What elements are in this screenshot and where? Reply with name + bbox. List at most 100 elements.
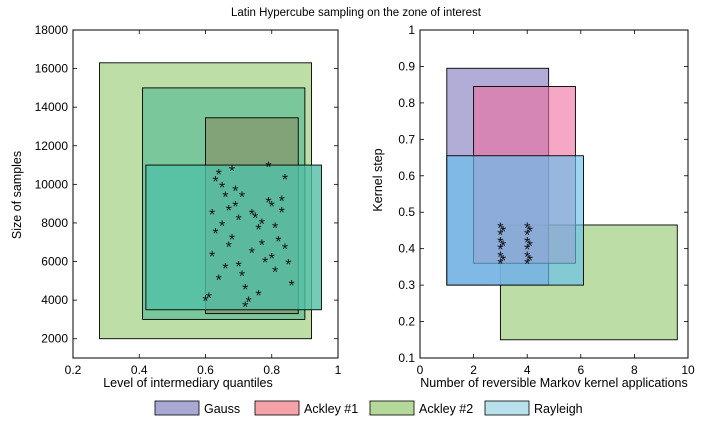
right-sample-point: * (527, 224, 533, 241)
legend-label-gauss: Gauss (204, 402, 240, 416)
left-yticks: 2000 4000 6000 8000 10000 12000 14000 16000 1800… (35, 23, 338, 346)
left-sample-point: * (216, 272, 222, 289)
left-sample-point: * (259, 216, 265, 233)
legend: Gauss Ackley #1 Ackley #2 Rayleigh (154, 400, 583, 416)
left-sample-point: * (282, 242, 288, 259)
legend-label-rayleigh: Rayleigh (534, 402, 583, 416)
right-ytick-label: 0.5 (398, 205, 415, 219)
right-sample-point: * (527, 239, 533, 256)
left-ytick-label: 2000 (41, 332, 68, 346)
left-sample-point: * (255, 222, 261, 239)
right-sample-point: * (497, 228, 503, 245)
left-sample-point: * (209, 249, 215, 266)
left-ytick-label: 8000 (41, 216, 68, 230)
left-sample-point: * (236, 259, 242, 276)
left-zones (99, 62, 322, 340)
left-xtick-label: 0.6 (197, 363, 214, 377)
left-ytick-label: 18000 (35, 23, 69, 37)
left-xtick-label: 0.8 (263, 363, 280, 377)
left-xlabel: Level of intermediary quantiles (103, 376, 273, 390)
right-zone-rayleigh (446, 155, 584, 286)
left-ylabel: Size of samples (10, 151, 24, 239)
left-ytick-label: 4000 (41, 293, 68, 307)
right-axes-box (419, 29, 689, 359)
right-sample-point: * (497, 257, 503, 274)
left-xtick-label: 1 (335, 363, 342, 377)
left-ytick-label: 14000 (35, 100, 69, 114)
left-sample-point: * (262, 255, 268, 272)
left-sample-point: * (226, 240, 232, 257)
right-ytick-label: 0.4 (398, 242, 415, 256)
left-sample-point: * (285, 257, 291, 274)
figure-title: Latin Hypercube sampling on the zone of … (231, 7, 482, 19)
left-ytick-label: 12000 (35, 139, 69, 153)
right-ytick-label: 0.8 (398, 96, 415, 110)
left-sample-point: * (222, 189, 228, 206)
legend-swatch-ackley-2 (369, 400, 415, 416)
right-yticks: 0.1 0.2 0.3 0.4 0.5 0.6 0.7 0.8 0.9 1 (398, 23, 688, 365)
left-sample-point: * (209, 207, 215, 224)
right-sample-point: * (497, 220, 503, 237)
right-sample-point: * (500, 224, 506, 241)
left-xtick-label: 0.4 (131, 363, 148, 377)
left-ytick-label: 10000 (35, 177, 69, 191)
left-sample-point: * (272, 220, 278, 237)
left-sample-point: * (219, 218, 225, 235)
left-sample-point: * (279, 205, 285, 222)
right-sample-point: * (527, 253, 533, 270)
left-sample-point: * (249, 207, 255, 224)
right-sample-point: * (524, 220, 530, 237)
left-sample-point: * (265, 160, 271, 177)
right-xtick-label: 0 (417, 363, 424, 377)
left-sample-point: * (279, 193, 285, 210)
left-ytick-label: 6000 (41, 255, 68, 269)
left-sample-point: * (242, 282, 248, 299)
legend-label-ackley-2: Ackley #2 (419, 402, 473, 416)
left-sample-point: * (265, 195, 271, 212)
legend-swatch-ackley-1 (254, 400, 300, 416)
left-sample-point: * (259, 238, 265, 255)
left-sample-point: * (282, 172, 288, 189)
left-sample-point: * (206, 291, 212, 308)
left-sample-point: * (255, 288, 261, 305)
right-xticks: 0 2 4 6 8 10 (417, 30, 695, 377)
legend-swatch-gauss (154, 400, 200, 416)
right-ytick-label: 0.1 (398, 351, 415, 365)
legend-swatch-rayleigh (484, 400, 530, 416)
right-xtick-label: 2 (470, 363, 477, 377)
right-sample-point: * (524, 242, 530, 259)
right-xtick-label: 10 (681, 363, 695, 377)
left-sample-point: * (219, 180, 225, 197)
right-ylabel: Kernel step (371, 148, 385, 211)
right-sample-point: * (524, 235, 530, 252)
left-zone-rayleigh (145, 164, 322, 311)
left-points: ****************************************… (202, 160, 294, 317)
left-sample-point: * (272, 265, 278, 282)
right-ytick-label: 0.2 (398, 315, 415, 329)
right-sample-point: * (497, 242, 503, 259)
right-sample-point: * (524, 228, 530, 245)
left-sample-point: * (275, 234, 281, 251)
right-sample-point: * (500, 239, 506, 256)
left-sample-point: * (252, 211, 258, 228)
right-ytick-label: 0.3 (398, 278, 415, 292)
right-ytick-label: 0.6 (398, 169, 415, 183)
left-sample-point: * (226, 203, 232, 220)
right-zones (446, 67, 678, 341)
right-sample-point: * (524, 249, 530, 266)
left-sample-point: * (232, 184, 238, 201)
left-sample-point: * (232, 199, 238, 216)
left-sample-point: * (269, 199, 275, 216)
right-sample-point: * (500, 253, 506, 270)
right-xlabel: Number of reversible Markov kernel appli… (420, 376, 687, 390)
left-sample-point: * (239, 189, 245, 206)
left-sample-point: * (212, 226, 218, 243)
left-xticks: 0.2 0.4 0.6 0.8 1 (65, 30, 342, 377)
left-sample-point: * (239, 269, 245, 286)
left-sample-point: * (212, 174, 218, 191)
left-sample-point: * (249, 245, 255, 262)
left-xtick-label: 0.2 (65, 363, 82, 377)
left-sample-point: * (245, 295, 251, 312)
legend-label-ackley-1: Ackley #1 (304, 402, 358, 416)
